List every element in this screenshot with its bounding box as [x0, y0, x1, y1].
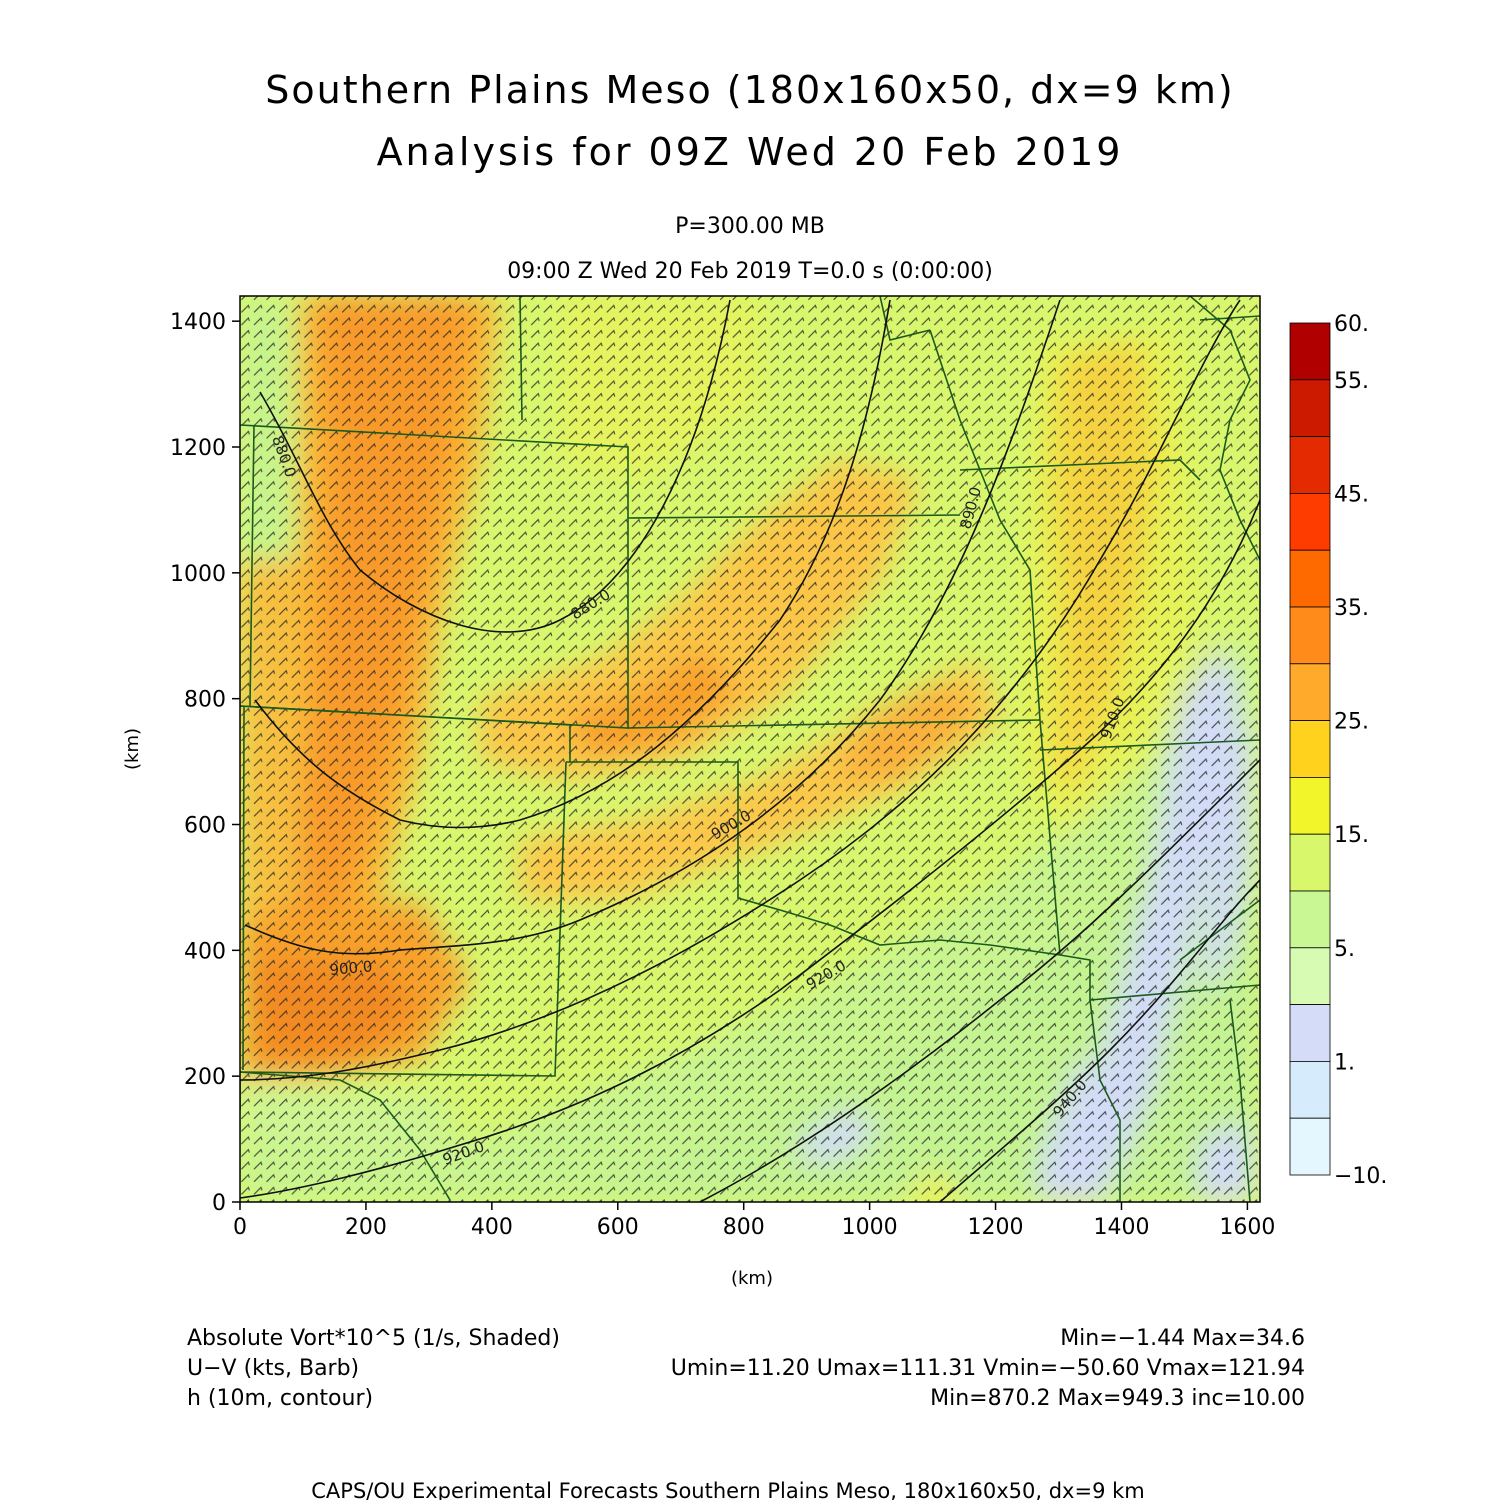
height-contours [240, 299, 1260, 1202]
colorbar-swatch [1289, 777, 1331, 835]
state-borders [240, 296, 1260, 1202]
colorbar-label: 55. [1334, 369, 1369, 394]
colorbar-swatch [1289, 833, 1331, 892]
y-tick-label: 200 [184, 1065, 226, 1090]
height-contour-label: h (10m, contour) [187, 1386, 373, 1411]
colorbar-swatch [1289, 947, 1331, 1005]
x-tick-label: 1200 [968, 1215, 1024, 1240]
analysis-time-title: Analysis for 09Z Wed 20 Feb 2019 [376, 130, 1124, 174]
field-shaded-label: Absolute Vort*10^5 (1/s, Shaded) [187, 1326, 560, 1351]
x-tick-label: 1600 [1219, 1215, 1275, 1240]
colorbar-label: 5. [1334, 937, 1355, 962]
vorticity-shading [240, 296, 1260, 1202]
colorbar-label: 60. [1334, 312, 1369, 337]
colorbar-labels: 60. 55. 45. 35. 25. 15. 5. 1. −10. [1334, 312, 1387, 1189]
map-title: Southern Plains Meso (180x160x50, dx=9 k… [265, 68, 1235, 112]
footer: Absolute Vort*10^5 (1/s, Shaded) Min=−1.… [187, 1326, 1305, 1500]
colorbar-label: 1. [1334, 1050, 1355, 1075]
colorbar-swatch [1289, 549, 1331, 608]
colorbar-swatch [1289, 492, 1331, 551]
colorbar-swatch [1289, 436, 1331, 494]
colorbar-swatch [1289, 663, 1331, 721]
colorbar-swatch [1289, 1004, 1331, 1062]
vorticity-range: Min=−1.44 Max=34.6 [1060, 1326, 1305, 1351]
pressure-level: P=300.00 MB [675, 214, 825, 239]
height-range: Min=870.2 Max=949.3 inc=10.00 [930, 1386, 1305, 1411]
colorbar-label: 45. [1334, 482, 1369, 507]
valid-time: 09:00 Z Wed 20 Feb 2019 T=0.0 s (0:00:00… [507, 259, 993, 284]
x-axis-label: (km) [731, 1268, 773, 1289]
colorbar-swatch [1289, 379, 1331, 437]
y-tick-label: 400 [184, 939, 226, 964]
y-axis-label: (km) [122, 728, 143, 770]
colorbar [1289, 322, 1331, 1176]
x-tick-label: 200 [345, 1215, 387, 1240]
y-tick-label: 1000 [170, 562, 226, 587]
y-tick-label: 0 [212, 1191, 226, 1216]
x-axis-ticks: 0 200 400 600 800 1000 1200 1400 1600 [233, 1202, 1275, 1240]
y-tick-label: 1400 [170, 310, 226, 335]
colorbar-label: 35. [1334, 596, 1369, 621]
contour-label: 900.0 [329, 957, 373, 979]
wind-barb-label: U−V (kts, Barb) [187, 1356, 359, 1381]
wind-range: Umin=11.20 Umax=111.31 Vmin=−50.60 Vmax=… [671, 1356, 1305, 1381]
x-tick-label: 1000 [842, 1215, 898, 1240]
x-tick-label: 600 [597, 1215, 639, 1240]
colorbar-swatch [1289, 322, 1331, 381]
y-tick-label: 600 [184, 814, 226, 839]
x-tick-label: 0 [233, 1215, 247, 1240]
x-tick-label: 1400 [1093, 1215, 1149, 1240]
colorbar-swatch [1289, 890, 1331, 949]
y-tick-label: 800 [184, 688, 226, 713]
y-tick-label: 1200 [170, 436, 226, 461]
y-axis-ticks: 0 200 400 600 800 1000 1200 1400 [170, 310, 240, 1216]
colorbar-swatch [1289, 606, 1331, 665]
colorbar-swatch [1289, 720, 1331, 778]
x-tick-label: 400 [471, 1215, 513, 1240]
colorbar-label: 15. [1334, 823, 1369, 848]
credit-line: CAPS/OU Experimental Forecasts Southern … [311, 1479, 1144, 1500]
plot-frame [239, 295, 1261, 1203]
colorbar-label: −10. [1334, 1164, 1387, 1189]
x-tick-label: 800 [723, 1215, 765, 1240]
colorbar-swatch [1289, 1061, 1331, 1119]
colorbar-label: 25. [1334, 710, 1369, 735]
colorbar-swatch [1289, 1117, 1331, 1176]
